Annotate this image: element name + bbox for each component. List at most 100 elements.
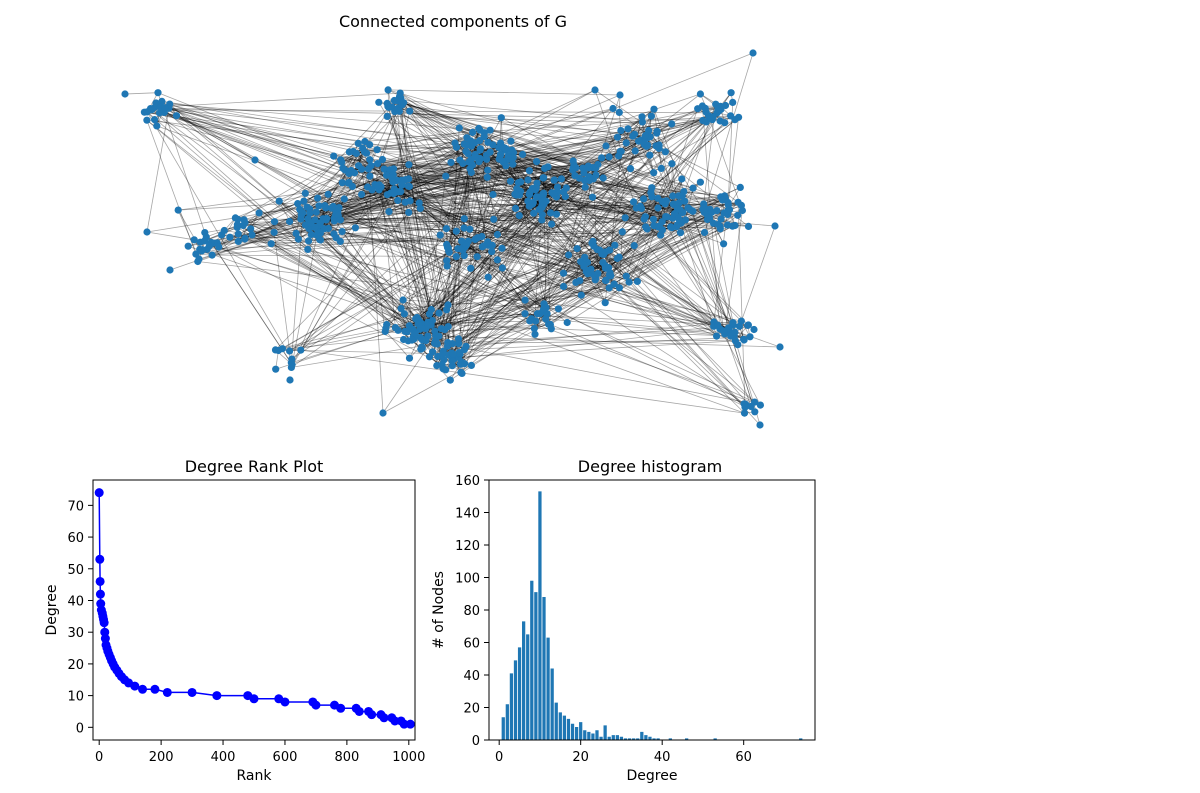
network-node (653, 129, 661, 137)
network-node (330, 152, 338, 160)
network-edge (296, 195, 725, 234)
network-edge (419, 304, 449, 325)
network-node (521, 296, 529, 304)
histogram-bar (562, 715, 567, 740)
network-edge (618, 119, 713, 258)
network-node (375, 98, 383, 106)
rank-plot-xlabel: Rank (237, 768, 273, 784)
network-node (418, 336, 426, 344)
network-node (307, 230, 315, 239)
network-node (493, 230, 501, 239)
network-edge (250, 228, 406, 332)
network-node (329, 202, 337, 210)
network-node (397, 304, 405, 313)
network-node (747, 402, 755, 411)
network-node (190, 236, 198, 244)
network-edge (558, 122, 725, 310)
network-edge (361, 194, 432, 326)
network-node (611, 241, 619, 249)
network-edge (402, 299, 429, 323)
network-node (434, 332, 442, 340)
network-edge (401, 104, 596, 281)
network-node (581, 183, 589, 191)
network-edge (394, 100, 726, 199)
network-edge (399, 110, 533, 205)
network-edge (396, 180, 424, 326)
network-node (174, 206, 182, 214)
network-node (560, 282, 568, 291)
network-node (305, 237, 313, 245)
network-edge (708, 115, 743, 211)
network-edge (550, 212, 744, 340)
network-node (121, 90, 129, 98)
network-node (506, 177, 515, 185)
network-edge (399, 110, 639, 142)
network-edge (409, 200, 606, 267)
network-edge (520, 181, 586, 188)
network-edge (400, 92, 505, 149)
network-node (315, 202, 323, 210)
network-edge (563, 191, 731, 337)
network-node (588, 193, 597, 201)
network-node (554, 305, 563, 313)
network-node (455, 349, 463, 357)
network-edge (355, 155, 501, 229)
network-edge (392, 181, 586, 188)
network-node (335, 204, 343, 212)
histogram-frame (488, 479, 816, 741)
network-node (601, 248, 610, 256)
network-node (399, 296, 407, 304)
network-edge (404, 118, 712, 332)
network-edge (305, 96, 400, 194)
rank-point (95, 576, 105, 586)
network-node (609, 104, 617, 113)
network-node (696, 90, 705, 98)
network-edge (466, 244, 559, 310)
network-edge (442, 108, 719, 369)
network-edge (425, 279, 596, 341)
network-node (689, 184, 697, 192)
network-node (439, 350, 447, 358)
network-edge (601, 157, 718, 211)
rank-point (187, 687, 197, 697)
network-edge (425, 176, 447, 329)
network-edge (448, 161, 480, 252)
network-edge (176, 115, 549, 325)
network-node (538, 216, 546, 224)
network-edge (382, 159, 427, 329)
network-edge (401, 166, 549, 186)
network-edge (244, 221, 275, 224)
network-node (563, 318, 571, 327)
network-node (717, 215, 725, 223)
network-edge (377, 163, 738, 346)
network-node (314, 194, 322, 202)
network-node (459, 159, 467, 168)
network-node (579, 164, 587, 172)
network-node (234, 237, 242, 245)
rank-point (150, 684, 160, 694)
rank-series-points (94, 488, 415, 729)
network-node (405, 208, 413, 216)
network-edge (435, 164, 599, 341)
rank-plot-ylabel: Degree (44, 585, 60, 636)
network-edge (588, 167, 717, 337)
network-node (484, 273, 492, 281)
histogram-bar (546, 637, 550, 740)
network-edge (653, 109, 734, 326)
network-edge (431, 283, 615, 326)
network-edge (243, 219, 761, 406)
network-node (720, 327, 728, 335)
network-node (625, 278, 633, 286)
network-node (647, 112, 656, 120)
network-node (425, 353, 434, 361)
network-edge (197, 261, 740, 327)
network-node (750, 325, 758, 334)
network-edge (416, 151, 666, 318)
network-node (231, 214, 239, 222)
network-edge (419, 148, 481, 330)
histogram-bar (574, 727, 579, 740)
rank-ytick-label: 70 (67, 499, 84, 514)
network-node (486, 148, 494, 156)
network-edge (164, 112, 392, 194)
network-node (565, 251, 573, 259)
